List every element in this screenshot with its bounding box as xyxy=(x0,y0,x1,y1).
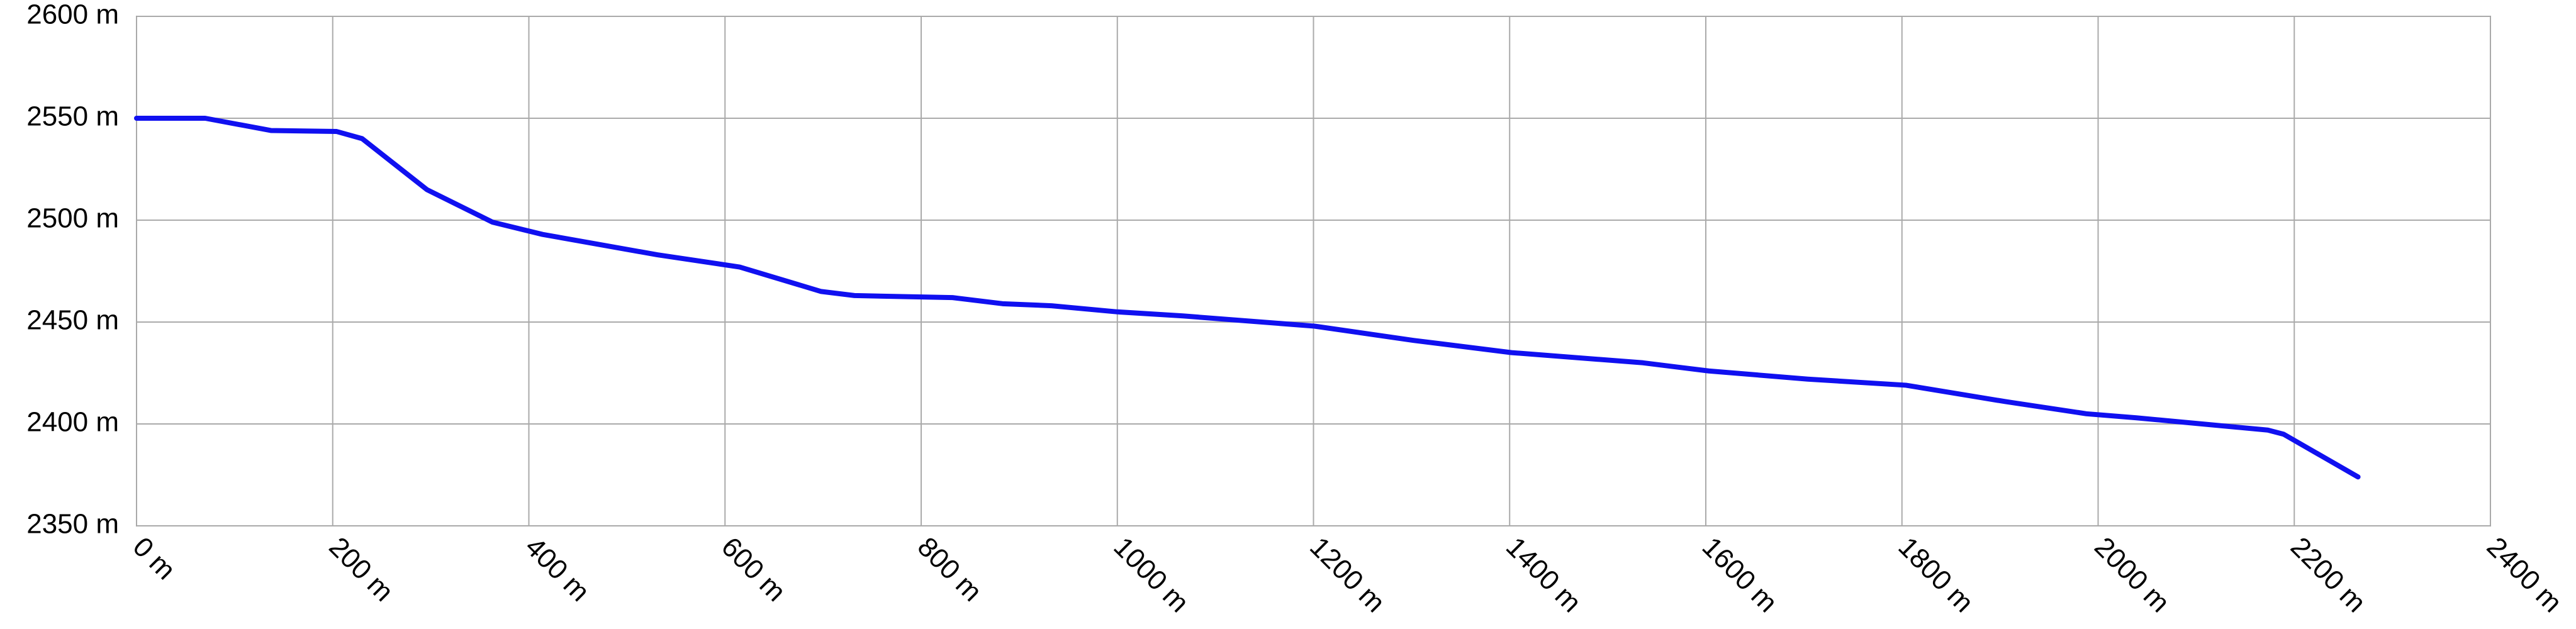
x-tick-label: 200 m xyxy=(323,532,399,608)
x-tick-label: 0 m xyxy=(127,532,182,586)
x-tick-label: 1800 m xyxy=(1892,532,1979,618)
x-tick-label: 1200 m xyxy=(1304,532,1391,618)
x-tick-label: 1400 m xyxy=(1500,532,1587,618)
x-tick-label: 400 m xyxy=(519,532,595,608)
y-tick-label: 2500 m xyxy=(26,203,119,234)
x-tick-label: 2000 m xyxy=(2088,532,2175,618)
y-tick-label: 2600 m xyxy=(26,0,119,30)
x-tick-label: 1600 m xyxy=(1696,532,1783,618)
y-tick-label: 2400 m xyxy=(26,407,119,438)
x-tick-label: 1000 m xyxy=(1107,532,1194,618)
x-tick-label: 600 m xyxy=(715,532,792,608)
y-tick-label: 2450 m xyxy=(26,305,119,336)
x-tick-label: 800 m xyxy=(912,532,988,608)
y-tick-label: 2350 m xyxy=(26,509,119,540)
elevation-line xyxy=(134,116,2361,480)
x-tick-label: 2200 m xyxy=(2285,532,2372,618)
x-tick-label: 2400 m xyxy=(2481,532,2568,618)
y-tick-label: 2550 m xyxy=(26,101,119,132)
